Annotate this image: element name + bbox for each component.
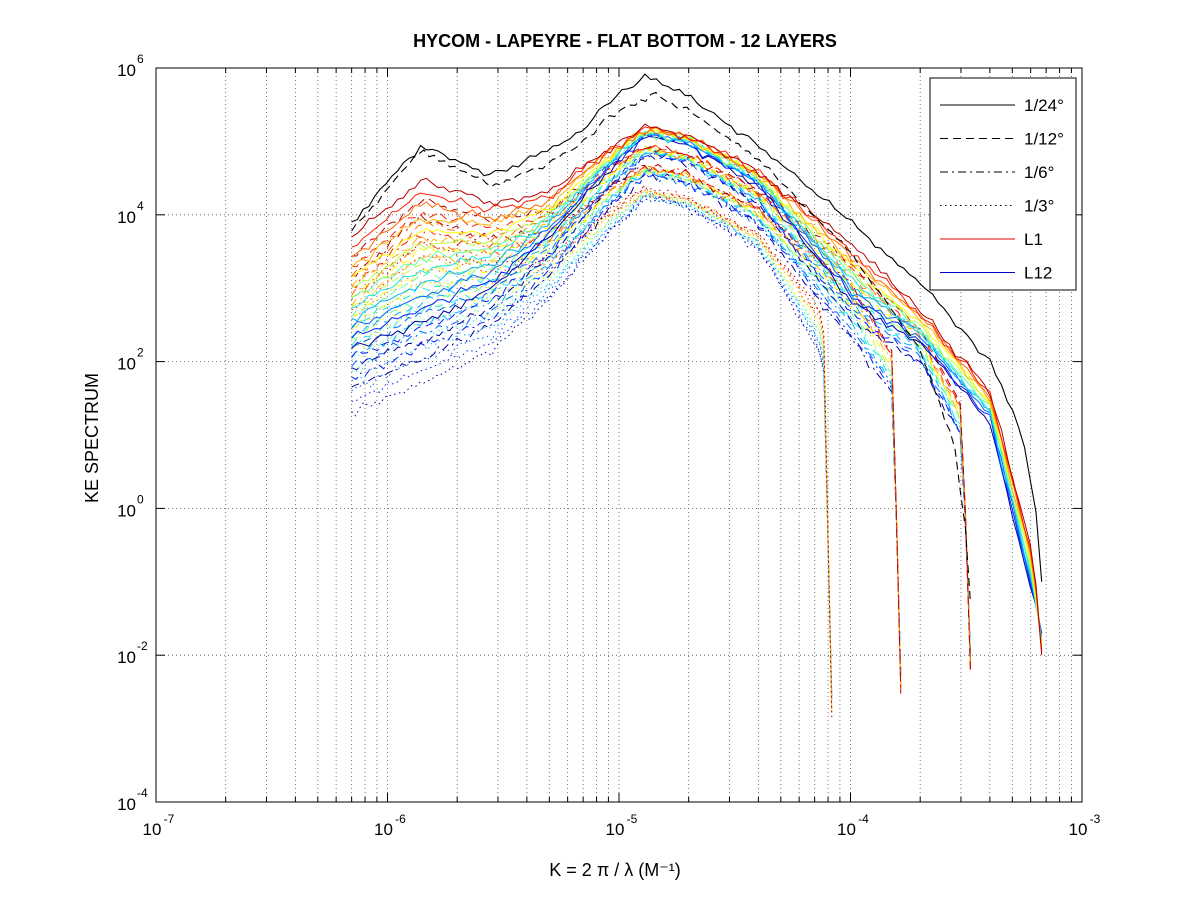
layer-curve-16-L6 bbox=[351, 164, 902, 682]
y-tick-base: 10 bbox=[117, 648, 136, 667]
layer-curve-13-L7 bbox=[351, 189, 833, 705]
layer-curve-13-L9 bbox=[351, 191, 833, 701]
layer-curve-112-L7 bbox=[351, 147, 971, 661]
legend-box bbox=[929, 77, 1077, 291]
layer-curve-13-L11 bbox=[351, 194, 833, 698]
x-tick-base: 10 bbox=[606, 820, 625, 839]
spectrum-curves bbox=[351, 73, 1043, 718]
y-tick-base: 10 bbox=[117, 795, 136, 814]
layer-curve-16-L4 bbox=[351, 167, 902, 686]
x-tick-base: 10 bbox=[837, 820, 856, 839]
layer-curve-112-L6 bbox=[351, 145, 971, 663]
legend-entry: 1/12° bbox=[940, 130, 1064, 149]
legend-label: 1/6° bbox=[1024, 163, 1054, 182]
chart-title: HYCOM - LAPEYRE - FLAT BOTTOM - 12 LAYER… bbox=[413, 31, 837, 51]
x-tick-exponent: -7 bbox=[164, 812, 175, 826]
y-tick-exponent: -4 bbox=[137, 786, 148, 800]
y-tick-label: 10-2 bbox=[117, 639, 148, 667]
y-tick-base: 10 bbox=[117, 501, 136, 520]
layer-curve-124-L11 bbox=[351, 134, 1043, 635]
layer-curve-124-L9 bbox=[351, 133, 1043, 638]
y-tick-label: 106 bbox=[117, 52, 144, 80]
x-tick-base: 10 bbox=[1069, 820, 1088, 839]
layer-curve-13-L8 bbox=[351, 192, 833, 703]
layer-curve-13-L6 bbox=[351, 190, 833, 706]
legend-entry: 1/24° bbox=[940, 96, 1064, 115]
x-tick-label: 10-7 bbox=[143, 812, 175, 839]
layer-curve-124-L6 bbox=[351, 129, 1043, 644]
x-tick-label: 10-5 bbox=[606, 812, 638, 839]
layer-curve-112-L8 bbox=[351, 151, 971, 659]
x-tick-label: 10-4 bbox=[837, 812, 869, 839]
axis-ticks bbox=[155, 67, 1082, 803]
layer-curve-16-L12 bbox=[351, 169, 902, 672]
y-tick-label: 102 bbox=[117, 346, 144, 374]
total-curve bbox=[351, 91, 972, 604]
y-tick-label: 104 bbox=[117, 199, 144, 227]
layer-curve-16-L10 bbox=[351, 168, 902, 675]
y-tick-exponent: 0 bbox=[137, 492, 144, 506]
layer-curve-13-L10 bbox=[351, 193, 833, 699]
layer-curve-112-L9 bbox=[351, 150, 971, 657]
x-tick-label: 10-6 bbox=[374, 812, 406, 839]
y-tick-exponent: 4 bbox=[137, 199, 144, 213]
x-tick-exponent: -6 bbox=[395, 812, 406, 826]
layer-curve-124-L7 bbox=[351, 131, 1043, 642]
x-tick-base: 10 bbox=[374, 820, 393, 839]
legend-entry: 1/6° bbox=[940, 163, 1054, 182]
layer-curve-16-L8 bbox=[351, 168, 902, 678]
layer-curve-124-L10 bbox=[351, 131, 1043, 637]
y-tick-exponent: 2 bbox=[137, 346, 144, 360]
y-tick-base: 10 bbox=[117, 61, 136, 80]
y-tick-exponent: 6 bbox=[137, 52, 144, 66]
layer-curve-112-L5 bbox=[351, 149, 971, 665]
axes-frame bbox=[155, 67, 1083, 803]
y-tick-label: 100 bbox=[117, 492, 144, 520]
layer-curve-16-L5 bbox=[351, 167, 902, 684]
total-curve bbox=[351, 73, 1043, 582]
x-tick-exponent: -5 bbox=[627, 812, 638, 826]
y-axis-label: KE SPECTRUM bbox=[82, 373, 102, 503]
y-tick-base: 10 bbox=[117, 355, 136, 374]
legend-label: 1/3° bbox=[1024, 197, 1054, 216]
x-tick-label: 10-3 bbox=[1069, 812, 1101, 839]
layer-curve-16-L3 bbox=[351, 165, 902, 689]
x-tick-base: 10 bbox=[143, 820, 162, 839]
x-tick-exponent: -4 bbox=[858, 812, 869, 826]
legend-label: L12 bbox=[1024, 264, 1052, 283]
layer-curve-13-L1 bbox=[351, 185, 833, 718]
layer-curve-112-L4 bbox=[351, 144, 971, 667]
x-tick-exponent: -3 bbox=[1090, 812, 1101, 826]
layer-curve-124-L4 bbox=[351, 127, 1043, 648]
layer-curve-124-L2 bbox=[351, 126, 1043, 653]
legend-label: 1/24° bbox=[1024, 96, 1064, 115]
layer-curve-112-L12 bbox=[351, 154, 971, 653]
layer-curve-13-L3 bbox=[351, 189, 833, 713]
x-axis-label: K = 2 π / λ (M⁻¹) bbox=[549, 860, 680, 880]
y-tick-base: 10 bbox=[117, 208, 136, 227]
layer-curve-112-L1 bbox=[351, 145, 971, 675]
layer-curve-124-L3 bbox=[351, 128, 1043, 650]
layer-curve-16-L11 bbox=[351, 173, 902, 674]
legend-entry: L12 bbox=[940, 264, 1052, 283]
legend-entry: L1 bbox=[940, 230, 1043, 249]
layer-curve-16-L9 bbox=[351, 170, 902, 677]
y-tick-exponent: -2 bbox=[137, 639, 148, 653]
legend-label: L1 bbox=[1024, 230, 1043, 249]
layer-curve-124-L5 bbox=[351, 129, 1043, 646]
layer-curve-112-L2 bbox=[351, 144, 971, 672]
plot-area: 10-710-610-510-410-310-410-2100102104106… bbox=[117, 52, 1101, 839]
layer-curve-124-L8 bbox=[351, 131, 1043, 640]
layer-curve-13-L5 bbox=[351, 189, 833, 709]
legend-label: 1/12° bbox=[1024, 130, 1064, 149]
legend: 1/24° 1/12° 1/6° 1/3° L1 L12 bbox=[929, 77, 1077, 291]
y-tick-label: 10-4 bbox=[117, 786, 148, 814]
layer-curve-112-L11 bbox=[351, 153, 971, 654]
layer-curve-112-L10 bbox=[351, 149, 971, 656]
legend-entry: 1/3° bbox=[940, 197, 1054, 216]
layer-curve-124-L1 bbox=[351, 123, 1043, 656]
